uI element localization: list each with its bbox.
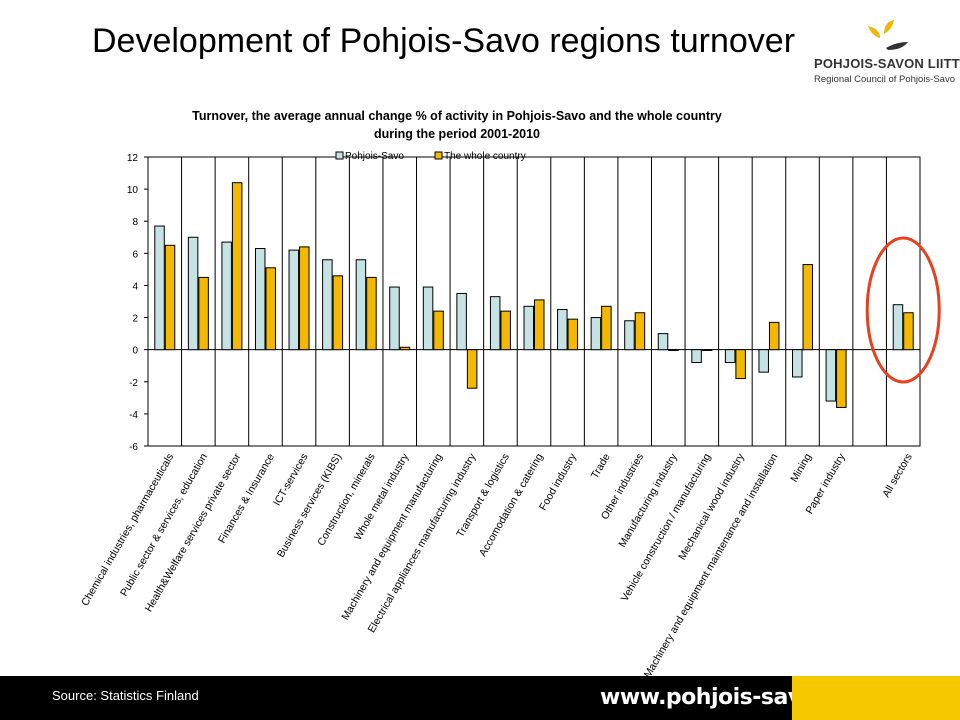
- bar-pohjois-savo: [355, 259, 367, 351]
- legend-label: Pohjois-Savo: [345, 151, 404, 162]
- source-note: Source: Statistics Finland: [52, 688, 199, 703]
- bar-whole-country: [399, 346, 411, 351]
- bar-whole-country: [836, 349, 847, 408]
- bar-whole-country: [802, 264, 814, 351]
- bar-pohjois-savo: [792, 349, 803, 378]
- y-tick-label: -4: [129, 410, 138, 421]
- x-category-label: Business services (KIBS): [275, 452, 344, 560]
- bar-pohjois-savo: [590, 317, 602, 351]
- bar-whole-country: [466, 349, 478, 389]
- bar-pohjois-savo: [657, 333, 669, 351]
- legend-swatch: [434, 151, 443, 160]
- x-category-label: Manufacturing industry: [616, 451, 680, 550]
- bar-whole-country: [500, 310, 511, 351]
- bar-pohjois-savo: [422, 286, 434, 351]
- logo-name: POHJOIS-SAVON LIITTO: [814, 56, 960, 71]
- bar-whole-country: [332, 275, 344, 351]
- bar-pohjois-savo: [557, 309, 568, 351]
- bar-whole-country: [634, 312, 646, 351]
- bar-pohjois-savo: [758, 349, 769, 373]
- x-category-label: Accomodation & catering: [477, 451, 546, 558]
- bar-pohjois-savo: [187, 236, 199, 351]
- bar-pohjois-savo: [523, 305, 534, 351]
- bar-whole-country: [265, 267, 276, 351]
- bar-pohjois-savo: [254, 248, 266, 351]
- bar-whole-country: [231, 182, 243, 351]
- x-category-label: Mechanical wood industry: [676, 451, 747, 562]
- bar-pohjois-savo: [288, 249, 300, 351]
- leaf-sprout-logo-icon: [868, 20, 908, 54]
- y-tick-label: 8: [132, 217, 138, 228]
- y-tick-label: 12: [127, 153, 139, 164]
- bar-pohjois-savo: [456, 292, 467, 351]
- bar-pohjois-savo: [892, 304, 904, 351]
- logo-subtitle: Regional Council of Pohjois-Savo: [814, 74, 955, 85]
- y-tick-label: -6: [129, 442, 138, 453]
- bar-whole-country: [903, 312, 914, 351]
- bar-whole-country: [668, 349, 679, 351]
- footer-bar: Source: Statistics Finland www.pohjois-s…: [0, 676, 960, 720]
- bar-pohjois-savo: [624, 320, 635, 351]
- footer-accent-block: [792, 676, 960, 720]
- bar-whole-country: [164, 244, 176, 351]
- bar-pohjois-savo: [489, 296, 501, 351]
- y-tick-label: 6: [132, 249, 138, 260]
- legend-swatch: [335, 151, 344, 160]
- bar-pohjois-savo: [154, 225, 165, 351]
- bar-pohjois-savo: [724, 349, 736, 364]
- y-tick-label: 0: [132, 346, 138, 357]
- bar-whole-country: [299, 246, 310, 351]
- organization-logo: POHJOIS-SAVON LIITTO Regional Council of…: [814, 18, 960, 98]
- bar-whole-country: [433, 310, 444, 351]
- highlight-circle: [865, 236, 941, 384]
- bar-pohjois-savo: [825, 349, 837, 402]
- bar-whole-country: [534, 299, 545, 351]
- x-category-label: All sectors: [880, 452, 915, 500]
- bar-whole-country: [768, 321, 780, 351]
- bar-whole-country: [366, 276, 377, 351]
- bar-pohjois-savo: [221, 241, 232, 351]
- chart-title-line-1: Turnover, the average annual change % of…: [192, 109, 722, 123]
- bar-whole-country: [735, 349, 746, 380]
- bar-pohjois-savo: [691, 349, 702, 364]
- bar-pohjois-savo: [389, 286, 400, 351]
- bar-whole-country: [701, 349, 713, 351]
- x-category-label: Trade: [589, 451, 613, 481]
- chart-title-line-2: during the period 2001-2010: [374, 127, 540, 141]
- bar-whole-country: [601, 305, 612, 351]
- bar-pohjois-savo: [322, 259, 333, 351]
- y-tick-label: 4: [132, 281, 138, 292]
- y-tick-label: 2: [132, 314, 138, 325]
- x-category-label: Mining: [788, 451, 814, 484]
- bar-whole-country: [567, 318, 579, 351]
- y-tick-label: 10: [127, 185, 139, 196]
- y-tick-label: -2: [129, 378, 138, 389]
- slide-title: Development of Pohjois-Savo regions turn…: [92, 22, 796, 60]
- turnover-bar-chart: Turnover, the average annual change % of…: [79, 109, 941, 676]
- bar-whole-country: [198, 276, 209, 351]
- x-category-label: ICT-services: [271, 452, 311, 509]
- legend-label: The whole country: [444, 151, 526, 162]
